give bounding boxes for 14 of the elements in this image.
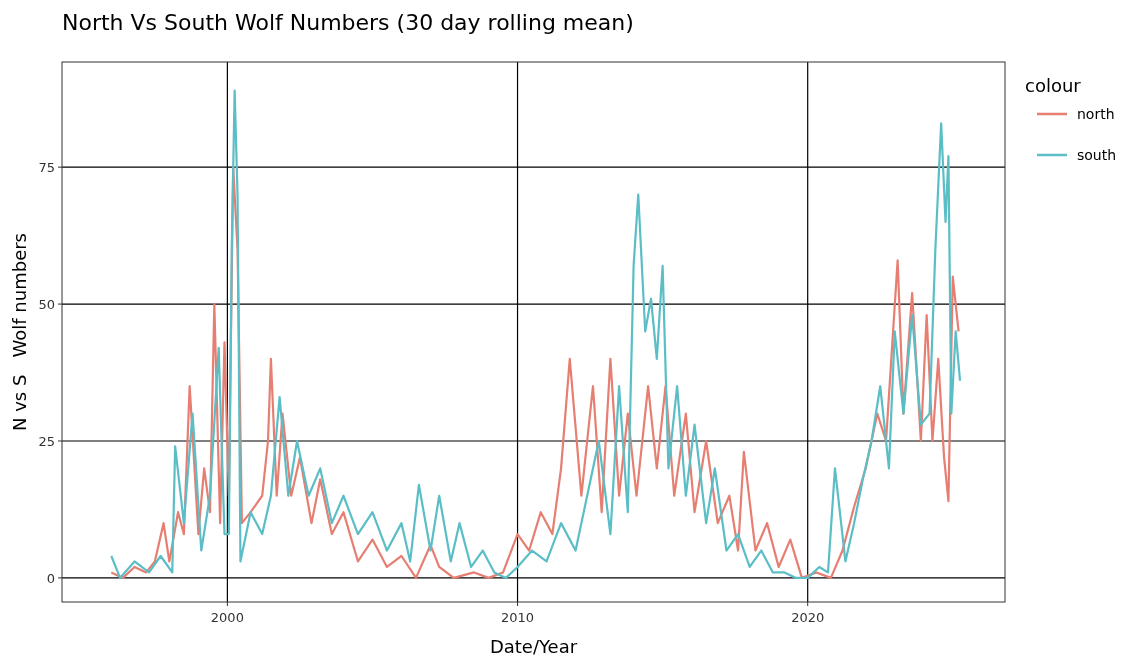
chart-title: North Vs South Wolf Numbers (30 day rolling mean) [62,10,634,35]
x-axis-title: Date/Year [489,636,578,657]
x-tick-label: 2010 [500,610,535,625]
x-tick-label: 2000 [210,610,244,625]
y-tick-label: 50 [38,297,55,313]
y-tick-label: 75 [38,160,55,176]
x-tick-label: 2020 [791,610,825,625]
legend-label: north [1077,106,1115,122]
y-axis-title: N vs S Wolf numbers [9,233,30,431]
line-series [110,89,962,579]
legend-title: colour [1025,75,1082,96]
y-tick-label: 25 [38,433,55,449]
legend-label: south [1077,147,1117,163]
y-tick-label: 0 [46,570,55,586]
